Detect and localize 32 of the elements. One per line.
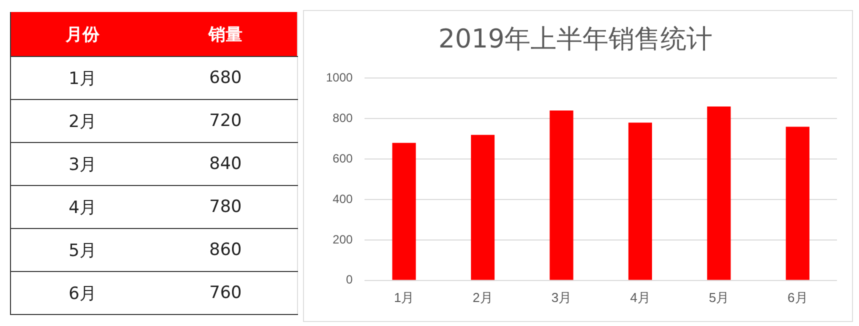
y-tick-label: 0 [346, 272, 354, 287]
data-label: 780 [154, 186, 298, 228]
y-tick-label: 3月 [10, 142, 154, 186]
data-label: 720 [154, 100, 298, 142]
bar [707, 106, 731, 280]
data-label: 840 [154, 142, 298, 186]
y-tick-label: 800 [332, 110, 354, 125]
x-tick-label: 4月 [630, 290, 650, 305]
x-tick-label: 1月 [394, 290, 414, 305]
y-axis-title: 月份 [10, 12, 154, 56]
x-tick-label: 2月 [472, 290, 493, 305]
bar [628, 122, 652, 280]
y-tick-label: 200 [332, 232, 354, 246]
y-tick-label: 5月 [10, 228, 154, 272]
data-label: 680 [154, 56, 298, 100]
y-tick-label: 1000 [326, 70, 354, 85]
chart-title: 2019年上半年销售统计 [438, 24, 713, 54]
data-label: 760 [154, 272, 298, 314]
bar [786, 126, 810, 280]
x-tick-label: 6月 [788, 290, 808, 305]
y-tick-label: 400 [332, 192, 354, 206]
x-tick-label: 5月 [708, 290, 730, 305]
x-tick-label: 3月 [551, 290, 572, 305]
bar [550, 110, 574, 280]
x-tick-label: 销量 [154, 12, 298, 56]
bar [470, 134, 495, 280]
y-tick-label: 2月 [10, 100, 154, 142]
y-tick-label: 4月 [10, 186, 154, 228]
y-tick-label: 600 [332, 151, 354, 166]
bar [392, 142, 416, 280]
y-tick-label: 1月 [10, 56, 154, 100]
data-label: 860 [154, 228, 298, 272]
